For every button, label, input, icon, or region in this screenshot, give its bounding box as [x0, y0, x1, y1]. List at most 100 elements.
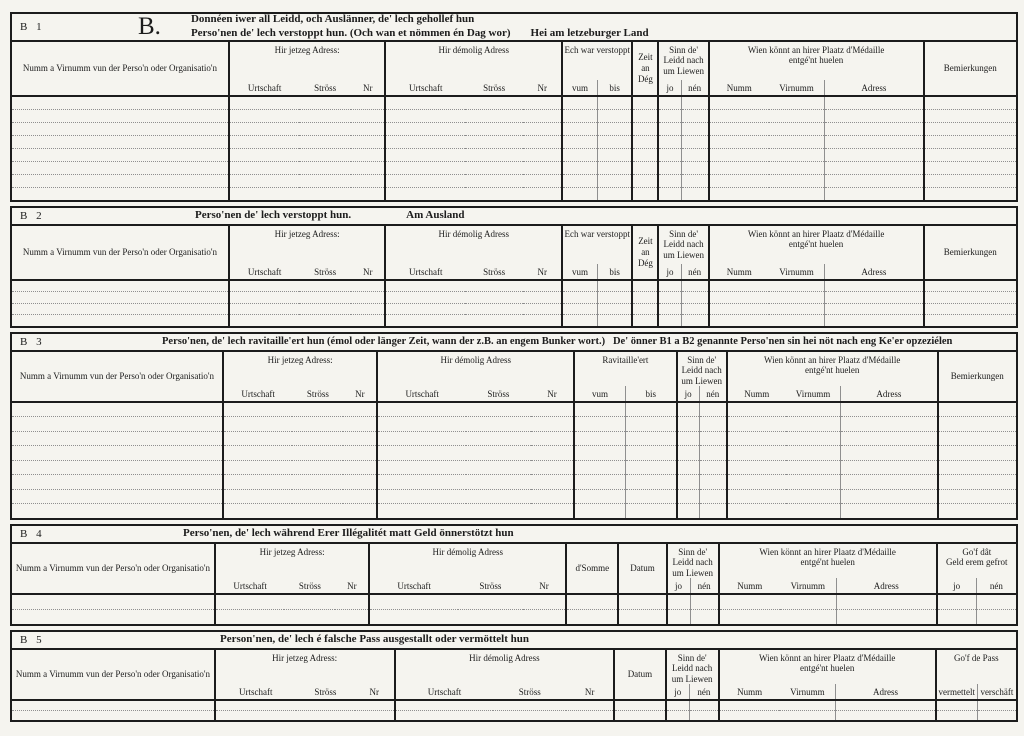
still-alive-column-header-line: Sinn de': [669, 229, 699, 239]
pass-obtained-column-sub-0: vermettelt: [934, 684, 978, 702]
name-column-cell: [12, 700, 215, 711]
hidden-period-column-cell: [596, 187, 633, 200]
duration-days-column-cell: [631, 174, 659, 188]
medal-recipient-column-cell: [717, 710, 780, 721]
hidden-period-column-cell: [561, 96, 598, 110]
remarks-column-cell: [936, 489, 1016, 505]
name-column-cell: [12, 416, 223, 432]
money-returned-column-cell: [975, 609, 1016, 625]
current-address-column-cell: [351, 96, 386, 110]
still-alive-column-header-line: Leidd nach: [672, 557, 713, 568]
medal-recipient-column-cell: [768, 96, 825, 110]
former-address-column-cell: [464, 135, 524, 149]
supplied-period-column-cell: [624, 431, 677, 447]
current-address-column-cell: [227, 122, 300, 136]
hidden-period-column-header: Ech war verstoppt: [561, 226, 633, 264]
header-group-row: Numm a Virnumm vun der Perso'n oder Orga…: [12, 544, 1016, 596]
medal-recipient-column-sub-1: Virnumm: [785, 386, 841, 404]
still-alive-column-header-line: Sinn de': [678, 547, 708, 558]
hidden-period-column-cell: [596, 280, 633, 292]
still-alive-column-cell: [698, 402, 727, 418]
former-address-column-cell: [458, 609, 523, 624]
current-address-column-cell: [292, 474, 344, 490]
supplied-period-column-cell: [573, 460, 626, 476]
entry-row: [12, 503, 1016, 519]
still-alive-column-cell: [680, 122, 709, 136]
former-address-column-cell: [464, 291, 524, 304]
medal-recipient-column-sub-1: Virnumm: [779, 578, 837, 596]
entry-row: [12, 291, 1016, 304]
current-address-column-sub-0: Urtschaft: [221, 386, 293, 404]
medal-recipient-column-cell: [707, 280, 769, 292]
medal-recipient-column-cell: [824, 109, 924, 123]
former-address-column-header: Hir démolig Adress: [384, 226, 563, 264]
section-title-text: Perso'nen, de' lech während Erer Illégal…: [183, 527, 514, 540]
medal-recipient-column-header-line: entgé'nt huelen: [788, 55, 844, 66]
medal-recipient-column-cell: [707, 161, 769, 175]
medal-recipient-column-header: Wien könnt an hirer Plaatz d'Médaille ent…: [707, 42, 924, 80]
medal-recipient-column-cell: [835, 700, 936, 711]
still-alive-column-cell: [665, 594, 691, 610]
entry-row: [12, 474, 1016, 490]
name-column-header: Numm a Virnumm vun der Perso'n oder Orga…: [12, 650, 215, 702]
medal-recipient-column-cell: [824, 122, 924, 136]
medal-recipient-column-header-line: entgé'nt huelen: [799, 663, 855, 674]
current-address-column-cell: [227, 109, 300, 123]
entry-row: [12, 460, 1016, 476]
remarks-column-cell: [936, 431, 1016, 447]
former-address-column-cell: [464, 161, 524, 175]
former-address-column-cell: [523, 291, 563, 304]
current-address-column-cell: [221, 503, 293, 519]
medal-recipient-column-header-line: Wien könnt an hirer Plaatz d'Médaille: [763, 355, 901, 365]
former-address-column-cell: [466, 504, 531, 519]
entry-row: [12, 700, 1016, 711]
former-address-column-sub-2: Nr: [523, 264, 563, 281]
still-alive-column-cell: [657, 96, 682, 110]
current-address-column-cell: [292, 504, 343, 519]
current-address-column-cell: [343, 504, 377, 519]
medal-recipient-column-sub-2: Adress: [840, 386, 938, 404]
medal-recipient-column-cell: [785, 460, 841, 476]
medal-recipient-column-cell: [707, 303, 769, 315]
remarks-column-cell: [936, 416, 1016, 432]
section-title: Perso'nen de' lech verstoppt hun. Am Ausl…: [195, 209, 465, 223]
medal-recipient-column-cell: [707, 148, 769, 162]
still-alive-column-header-line: Sinn de': [687, 355, 717, 365]
section-id-label: B 1: [20, 21, 45, 33]
header-group-row: Numm a Virnumm vun der Perso'n oder Orga…: [12, 352, 1016, 404]
former-address-column-cell: [464, 174, 524, 188]
duration-days-column-cell: [631, 291, 659, 304]
current-address-column-header: Hir jetzeg Adress:: [213, 650, 395, 685]
supplied-period-column-cell: [573, 402, 626, 418]
current-address-column-sub-1: Ströss: [299, 80, 352, 97]
section-title-row: B 3 Perso'nen, de' lech ravitaille'ert hu…: [12, 334, 1016, 352]
current-address-column-cell: [351, 291, 386, 304]
current-address-column-sub-1: Ströss: [292, 386, 344, 404]
still-alive-column-cell: [680, 148, 709, 162]
medal-recipient-column-cell: [824, 96, 924, 110]
current-address-column-cell: [221, 431, 293, 447]
current-address-column-cell: [221, 416, 293, 432]
name-column-cell: [12, 280, 229, 292]
supplied-period-column-cell: [624, 474, 677, 490]
hidden-period-column-cell: [561, 303, 598, 315]
current-address-column-sub-2: Nr: [335, 578, 370, 596]
still-alive-column-sub-1: nén: [698, 386, 727, 404]
medal-recipient-column-cell: [785, 402, 841, 418]
former-address-column-sub-2: Nr: [565, 684, 615, 702]
still-alive-column-cell: [698, 460, 727, 476]
section-id-label: B 4: [20, 528, 45, 541]
current-address-column-cell: [299, 291, 352, 304]
still-alive-column-cell: [680, 96, 709, 110]
section-table: Numm a Virnumm vun der Perso'n oder Orga…: [12, 650, 1016, 721]
medal-recipient-column-cell: [840, 489, 938, 505]
name-column-cell: [12, 489, 223, 505]
still-alive-column-header-line: Sinn de': [669, 45, 699, 55]
former-address-column-cell: [376, 402, 466, 418]
duration-days-column-header-line: Dég: [637, 73, 653, 84]
current-address-column-cell: [299, 135, 352, 149]
current-address-column-cell: [221, 445, 293, 461]
duration-days-column-header: Zeit an Dég: [631, 226, 659, 281]
section-title-line: Perso'nen, de' lech während Erer Illégal…: [183, 527, 514, 541]
medal-recipient-column-header: Wien könnt an hirer Plaatz d'Médaille ent…: [717, 544, 937, 579]
